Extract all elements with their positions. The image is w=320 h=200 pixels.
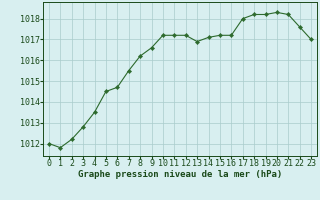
X-axis label: Graphe pression niveau de la mer (hPa): Graphe pression niveau de la mer (hPa) xyxy=(78,170,282,179)
